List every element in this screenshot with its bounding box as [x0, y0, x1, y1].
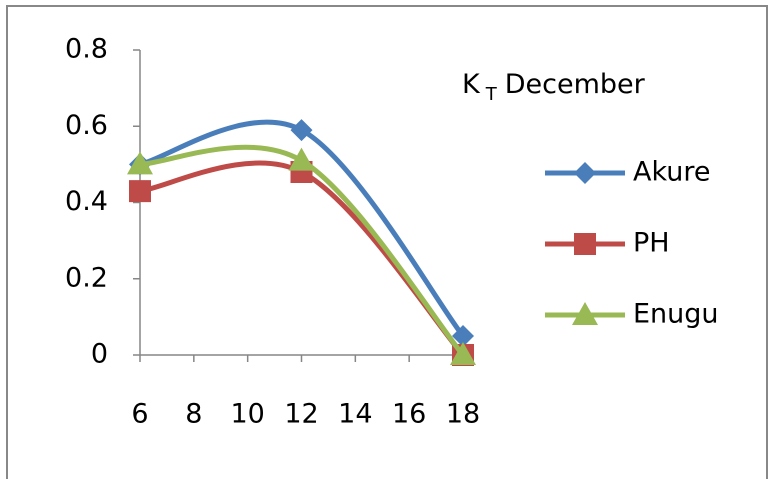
x-tick-label: 6: [131, 399, 148, 430]
legend-label: PH: [633, 228, 670, 259]
marker: [452, 324, 474, 347]
legend-marker: [574, 162, 596, 184]
title-subscript: T: [485, 84, 498, 105]
chart-border: [6, 5, 768, 479]
x-tick-label: 12: [284, 399, 318, 430]
title-main: K: [462, 69, 481, 100]
chart-title: K T December: [462, 69, 646, 106]
legend-marker: [574, 233, 596, 255]
x-tick-label: 16: [392, 399, 426, 430]
x-tick-label: 14: [338, 399, 372, 430]
y-tick-label: 0.4: [65, 186, 108, 217]
x-tick-label: 8: [185, 399, 202, 430]
y-tick-label: 0.6: [65, 110, 108, 141]
legend-label: Enugu: [633, 299, 719, 330]
y-tick-label: 0.8: [65, 34, 108, 65]
x-tick-label: 10: [230, 399, 264, 430]
marker: [127, 151, 153, 175]
y-tick-label: 0.2: [65, 262, 108, 293]
y-tick-label: 0: [91, 339, 108, 370]
x-tick-label: 18: [446, 399, 480, 430]
marker: [288, 147, 315, 171]
legend-label: Akure: [633, 157, 711, 188]
title-rest: December: [505, 69, 646, 100]
marker: [129, 180, 151, 203]
marker: [290, 119, 313, 142]
legend-marker: [572, 302, 598, 325]
marker: [450, 342, 476, 365]
